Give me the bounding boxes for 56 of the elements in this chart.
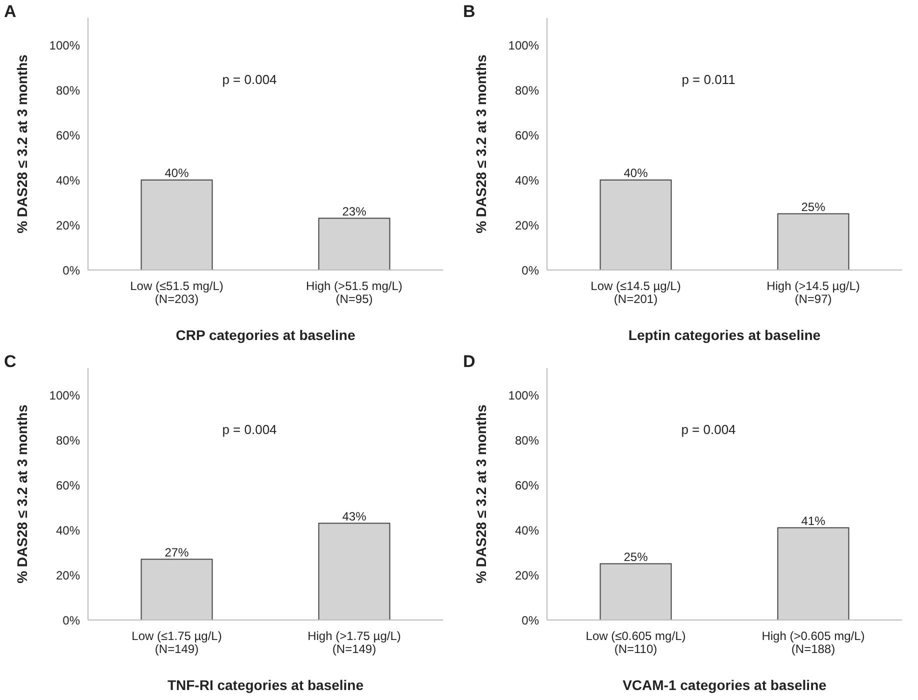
x-tick-label: Low (≤14.5 µg/L) (N=201) — [590, 279, 681, 306]
y-axis-title: % DAS28 ≤ 3.2 at 3 months — [14, 54, 30, 234]
data-label: 40% — [624, 166, 648, 180]
y-tick-label: 60% — [56, 128, 80, 142]
data-label: 25% — [801, 200, 826, 214]
chart-title: B — [463, 2, 476, 22]
y-tick-label: 20% — [56, 218, 80, 232]
x-tick-label: Low (≤51.5 mg/L) (N=203) — [130, 279, 224, 306]
x-axis-title: Leptin categories at baseline — [628, 327, 821, 343]
data-label: 25% — [624, 550, 648, 564]
x-tick-label: Low (≤1.75 µg/L) (N=149) — [132, 629, 222, 656]
y-tick-label: 80% — [56, 433, 80, 448]
y-tick-label: 100% — [49, 38, 80, 52]
data-label: 41% — [801, 514, 826, 528]
y-tick-label: 0% — [522, 613, 540, 628]
y-tick-label: 60% — [56, 478, 80, 492]
x-tick-label: Low (≤0.605 mg/L) (N=110) — [586, 629, 686, 656]
y-tick-label: 100% — [508, 388, 540, 402]
y-tick-label: 20% — [56, 568, 80, 582]
data-label: 23% — [342, 204, 367, 218]
chart-title: D — [463, 352, 476, 372]
y-tick-label: 80% — [514, 83, 540, 98]
y-tick-label: 20% — [514, 568, 540, 582]
x-axis-title: CRP categories at baseline — [176, 327, 356, 343]
y-tick-label: 100% — [49, 388, 80, 402]
x-axis-title: VCAM-1 categories at baseline — [622, 677, 827, 693]
y-tick-label: 0% — [62, 613, 80, 628]
y-tick-label: 100% — [508, 38, 540, 52]
y-axis-title: % DAS28 ≤ 3.2 at 3 months — [472, 54, 489, 234]
y-tick-label: 60% — [514, 478, 540, 492]
y-tick-label: 40% — [514, 173, 540, 188]
data-label: 40% — [164, 166, 190, 180]
x-tick-label: High (>0.605 mg/L) (N=188) — [762, 629, 865, 656]
y-tick-label: 40% — [514, 523, 540, 538]
x-tick-label: High (>14.5 µg/L) (N=97) — [766, 279, 860, 306]
annotation: p = 0.004 — [222, 72, 277, 87]
y-tick-label: 40% — [56, 523, 80, 538]
y-tick-label: 0% — [522, 263, 540, 278]
x-tick-label: High (>1.75 µg/L) (N=149) — [308, 629, 401, 656]
annotation: p = 0.011 — [682, 72, 736, 87]
y-tick-label: 80% — [514, 433, 540, 448]
y-axis-title: % DAS28 ≤ 3.2 at 3 months — [14, 404, 30, 584]
data-label: 43% — [342, 509, 367, 524]
chart-title: C — [4, 352, 16, 372]
annotation: p = 0.004 — [222, 422, 277, 437]
y-tick-label: 80% — [56, 83, 80, 98]
y-axis-title: % DAS28 ≤ 3.2 at 3 months — [472, 404, 489, 584]
y-tick-label: 60% — [514, 128, 540, 142]
y-tick-label: 0% — [62, 263, 80, 278]
x-axis-title: TNF-RI categories at baseline — [167, 677, 364, 693]
y-tick-label: 20% — [514, 218, 540, 232]
x-tick-label: High (>51.5 mg/L) (N=95) — [306, 279, 402, 306]
annotation: p = 0.004 — [681, 422, 736, 437]
data-label: 27% — [164, 545, 190, 560]
y-tick-label: 40% — [56, 173, 80, 188]
chart-title: A — [4, 2, 16, 22]
